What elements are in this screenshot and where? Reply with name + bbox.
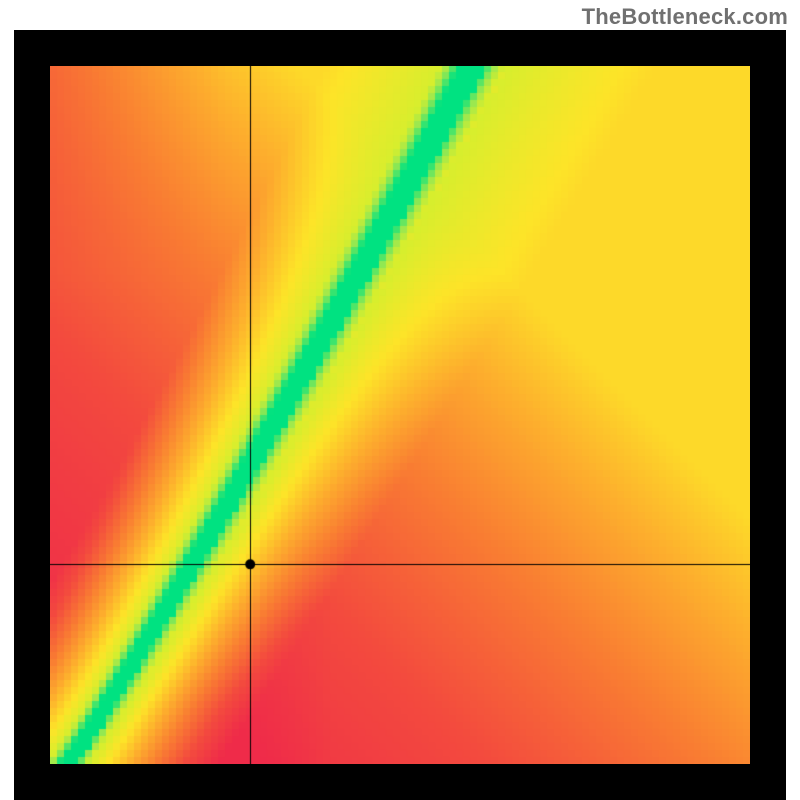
chart-container: TheBottleneck.com xyxy=(0,0,800,800)
chart-frame xyxy=(14,30,786,800)
bottleneck-heatmap xyxy=(50,66,750,764)
watermark-text: TheBottleneck.com xyxy=(582,4,788,30)
